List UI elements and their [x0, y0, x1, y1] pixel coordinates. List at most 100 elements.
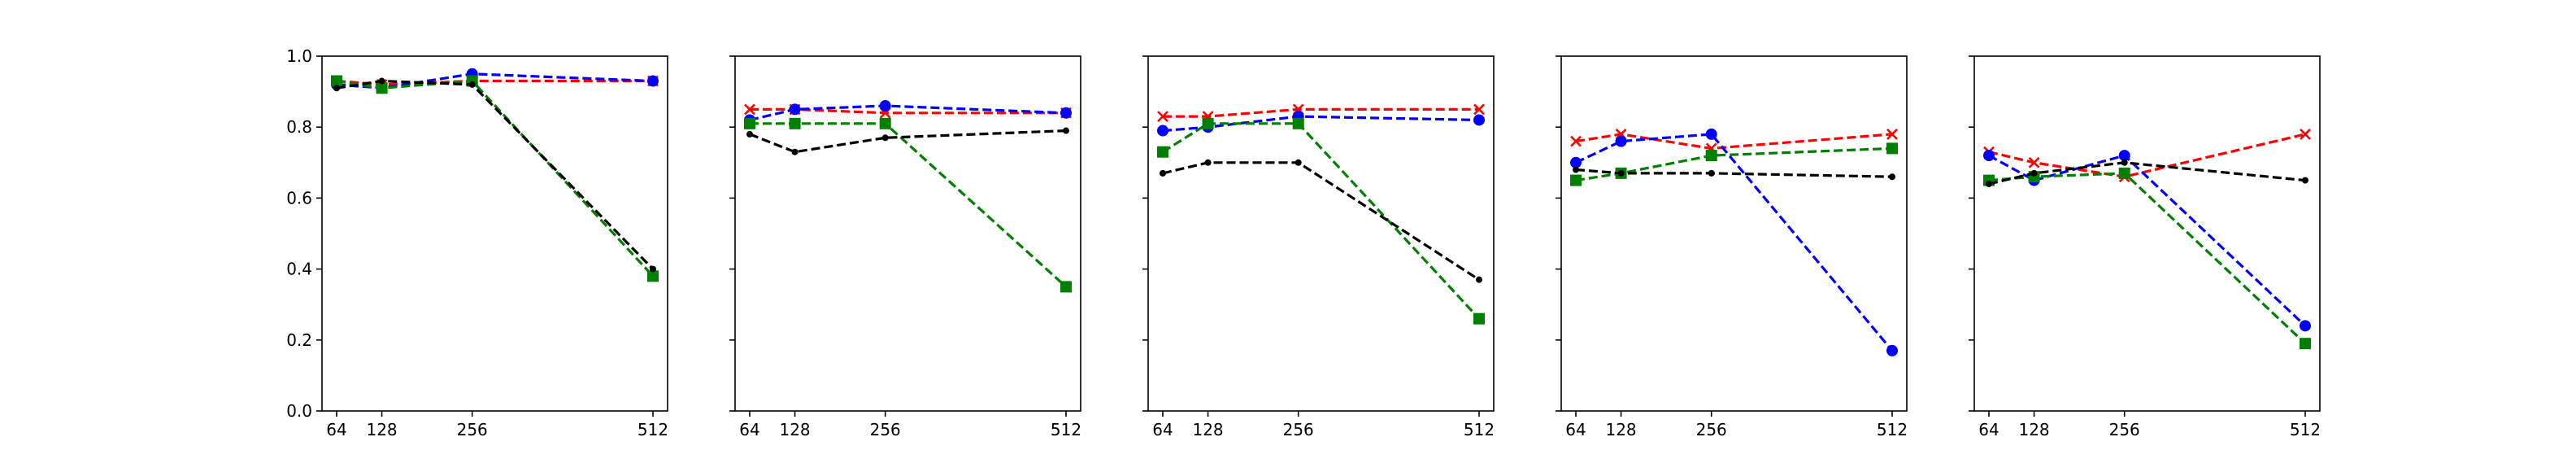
subplot-2: 64 128 256 512: [729, 55, 1081, 439]
data-point-circle-marker: [1570, 156, 1582, 168]
series-line: [1575, 146, 1893, 182]
series-line: [1988, 133, 2306, 178]
data-point-circle-marker: [1060, 107, 1072, 119]
series-line: [1163, 107, 1479, 118]
data-point-square-marker: [1060, 281, 1072, 293]
series-line: [336, 72, 654, 90]
x-tick-label: 64: [1978, 420, 1999, 439]
series-line: [750, 107, 1066, 115]
axes-frame: [1973, 55, 2321, 412]
axes-frame: [1147, 55, 1495, 412]
data-point-x-marker: [1157, 111, 1168, 123]
data-point-square-marker: [376, 82, 388, 94]
subplot-3: 64 128 256 512: [1142, 55, 1495, 439]
series-4: [1160, 159, 1482, 283]
data-point-circle-marker: [1157, 125, 1168, 137]
y-tick-label: 0.0: [286, 401, 312, 421]
series-line: [1575, 133, 1893, 151]
series-2: [1570, 128, 1898, 356]
x-tick-label: 128: [366, 420, 397, 439]
data-point-dot-marker: [2121, 159, 2128, 166]
data-point-square-marker: [1886, 142, 1898, 155]
data-point-circle-marker: [1983, 150, 1995, 162]
data-point-dot-marker: [378, 77, 385, 85]
subplot-5: 64 128 256 512: [1969, 55, 2321, 439]
data-point-circle-marker: [2300, 320, 2311, 332]
series-3: [1157, 117, 1485, 325]
series-line: [1162, 161, 1480, 282]
series-line: [1575, 168, 1893, 178]
data-point-dot-marker: [881, 134, 889, 142]
series-line: [1988, 161, 2306, 186]
series-3: [331, 75, 659, 282]
data-point-dot-marker: [1986, 180, 1992, 187]
series-3: [1983, 167, 2311, 350]
data-point-dot-marker: [1204, 159, 1212, 166]
data-point-square-marker: [1202, 117, 1214, 129]
series-line: [1162, 115, 1480, 133]
x-tick-label: 512: [1051, 420, 1081, 439]
x-tick-label: 512: [2290, 420, 2321, 439]
data-point-circle-marker: [1473, 114, 1485, 126]
data-point-circle-marker: [2118, 150, 2130, 162]
x-tick-label: 128: [1192, 420, 1223, 439]
y-tick-label: 0.8: [286, 117, 312, 137]
data-point-x-marker: [1886, 129, 1898, 140]
data-point-dot-marker: [1063, 127, 1069, 134]
x-tick-label: 256: [1696, 420, 1727, 439]
series-line: [336, 79, 653, 86]
axes-frame: [1560, 55, 1908, 412]
data-point-dot-marker: [1708, 169, 1715, 177]
series-4: [746, 127, 1069, 155]
series-4: [1986, 159, 2308, 187]
data-point-dot-marker: [468, 81, 476, 88]
data-point-x-marker: [2028, 156, 2040, 168]
x-tick-label: 256: [2109, 420, 2140, 439]
x-tick-label: 512: [637, 420, 668, 439]
data-point-dot-marker: [1889, 173, 1895, 181]
data-point-circle-marker: [1705, 128, 1717, 140]
x-tick-label: 256: [1283, 420, 1314, 439]
subplot-1: 0.0 0.2 0.4 0.6 0.8 1.0 64 128 256 512: [286, 46, 668, 439]
data-point-dot-marker: [791, 148, 798, 155]
series-line: [750, 122, 1068, 288]
data-point-x-marker: [744, 103, 755, 116]
series-line: [749, 104, 1067, 122]
x-tick-label: 64: [1565, 420, 1586, 439]
axes-frame: [321, 55, 668, 412]
series-3: [744, 117, 1072, 293]
data-point-dot-marker: [1295, 159, 1302, 166]
data-point-square-marker: [331, 75, 342, 87]
series-line: [1575, 133, 1894, 352]
data-point-dot-marker: [650, 265, 656, 273]
subplot-4: 64 128 256 512: [1556, 55, 1908, 439]
data-point-dot-marker: [1617, 169, 1625, 177]
data-point-square-marker: [1292, 117, 1304, 129]
x-tick-label: 64: [1152, 420, 1173, 439]
data-point-dot-marker: [1160, 169, 1166, 177]
data-point-dot-marker: [1573, 166, 1579, 173]
x-tick-label: 64: [326, 420, 346, 439]
x-tick-label: 64: [739, 420, 759, 439]
y-tick-label: 0.6: [286, 188, 312, 208]
data-point-square-marker: [744, 117, 755, 129]
data-point-square-marker: [2118, 167, 2130, 179]
series-3: [1570, 142, 1898, 186]
series-4: [1573, 166, 1895, 181]
x-tick-label: 128: [779, 420, 810, 439]
data-point-circle-marker: [789, 103, 801, 116]
x-tick-label: 128: [2018, 420, 2049, 439]
data-point-square-marker: [1705, 150, 1717, 162]
data-point-circle-marker: [647, 75, 659, 87]
y-tick-label: 0.4: [286, 260, 312, 279]
y-tick-label: 0.2: [286, 330, 312, 350]
series-4: [333, 77, 656, 273]
data-point-circle-marker: [1886, 344, 1898, 356]
data-point-dot-marker: [2302, 177, 2308, 184]
data-point-dot-marker: [1476, 276, 1482, 283]
data-point-x-marker: [2300, 129, 2311, 140]
data-point-square-marker: [789, 117, 801, 129]
data-point-square-marker: [1570, 174, 1582, 186]
